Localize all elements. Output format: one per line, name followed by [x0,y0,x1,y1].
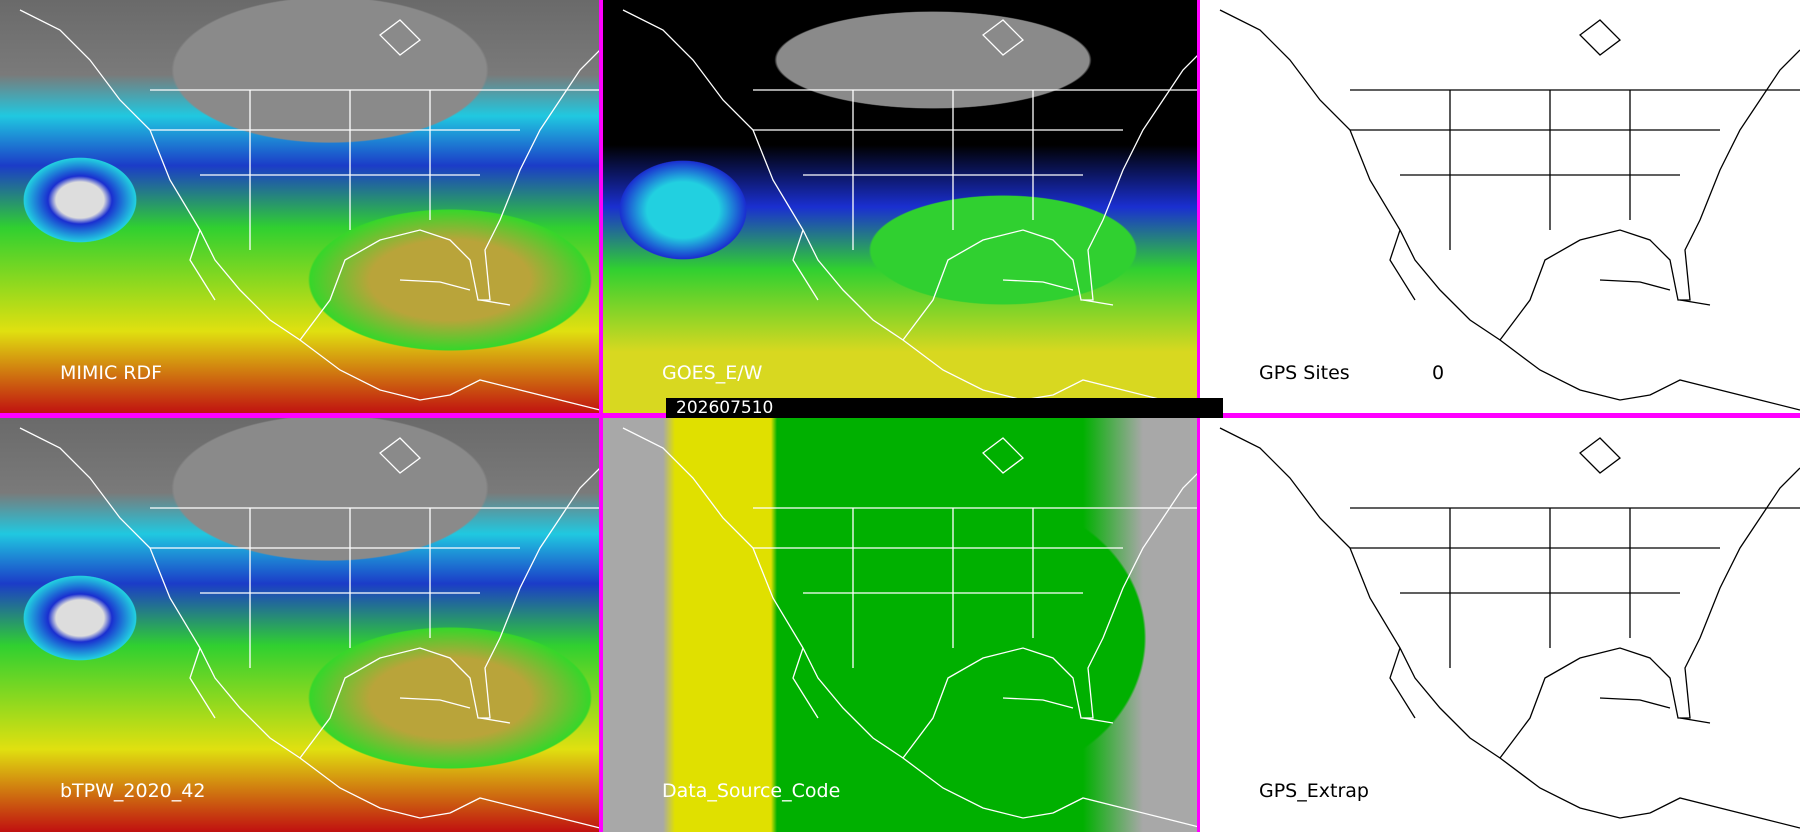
map-outline [1219,427,1800,829]
timestamp-bar: 202607510 [666,398,1223,418]
panel-label: GPS Sites [1259,362,1350,384]
map-outline [622,9,1203,411]
panel-goes-ew[interactable]: GOES_E/W [603,0,1203,414]
timestamp: 202607510 [676,398,774,418]
map-outline [19,9,600,411]
panel-gps-extrap[interactable]: GPS_Extrap [1200,418,1800,832]
panel-mimic-rdf[interactable]: MIMIC RDF [0,0,600,414]
panel-label: bTPW_2020_42 [60,780,206,802]
panel-data-source-code[interactable]: Data_Source_Code [603,418,1203,832]
map-outline [1219,9,1800,411]
map-outline [622,427,1203,829]
panel-label: GPS_Extrap [1259,780,1369,802]
panel-gps-sites[interactable]: GPS Sites 0 [1200,0,1800,414]
panel-label: MIMIC RDF [60,362,163,384]
panel-btpw[interactable]: bTPW_2020_42 [0,418,600,832]
panel-label: Data_Source_Code [662,780,841,802]
panel-label: GOES_E/W [662,362,763,384]
gps-sites-count: 0 [1432,362,1445,384]
vertical-separator [599,0,603,832]
map-outline [19,427,600,829]
